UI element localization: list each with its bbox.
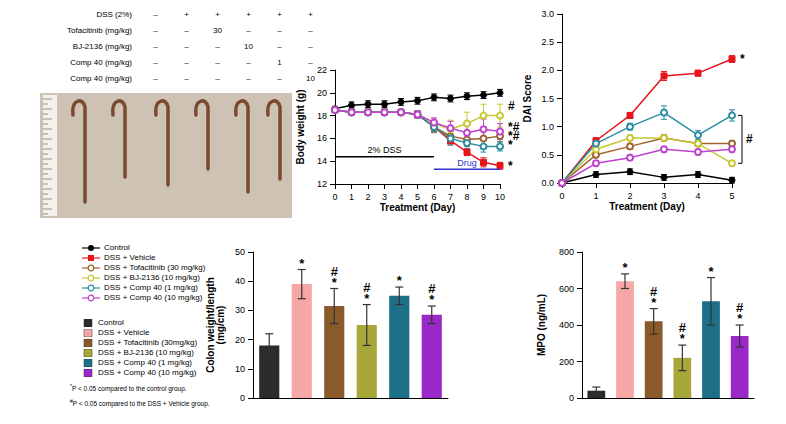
svg-text:1: 1 — [593, 191, 598, 201]
html-text:BJ-2136 (mg/kg): BJ-2136 (mg/kg) — [72, 41, 132, 51]
svg-text:4: 4 — [695, 191, 700, 201]
svg-text:0: 0 — [559, 191, 564, 201]
html-text:DSS + Vehicle: DSS + Vehicle — [104, 253, 156, 262]
svg-text:30: 30 — [235, 305, 245, 315]
svg-text:#: # — [508, 99, 515, 113]
svg-text:1.0: 1.0 — [541, 122, 554, 132]
html-text:1: 1 — [277, 57, 282, 67]
svg-text:9: 9 — [481, 192, 486, 202]
html-text:DSS + Comp 40 (10 mg/kg): DSS + Comp 40 (10 mg/kg) — [98, 368, 197, 377]
html-text:Comp 40 (mg/kg): Comp 40 (mg/kg) — [70, 57, 132, 67]
html-text:#P < 0.05 compared to the DSS: #P < 0.05 compared to the DSS + Vehicle … — [70, 398, 210, 408]
svg-text:0.0: 0.0 — [541, 178, 554, 188]
html-text:DSS + Comp 40 (1 mg/kg): DSS + Comp 40 (1 mg/kg) — [98, 358, 192, 367]
svg-text:6: 6 — [431, 192, 436, 202]
html-text:DSS + Tofacitinib (30 mg/kg): DSS + Tofacitinib (30 mg/kg) — [104, 263, 206, 272]
svg-text:10: 10 — [495, 192, 505, 202]
svg-text:(mg/cm): (mg/cm) — [215, 306, 226, 345]
svg-text:0: 0 — [569, 393, 574, 403]
svg-text:2.5: 2.5 — [541, 37, 554, 47]
svg-text:2: 2 — [627, 191, 632, 201]
svg-text:3: 3 — [382, 192, 387, 202]
svg-text:Body weight (g): Body weight (g) — [295, 90, 306, 165]
html-text:DSS (2%): DSS (2%) — [96, 9, 132, 19]
svg-text:20: 20 — [235, 335, 245, 345]
svg-text:*: * — [737, 311, 743, 326]
svg-text:*: * — [680, 331, 686, 346]
svg-text:*: * — [364, 291, 370, 306]
svg-text:600: 600 — [559, 284, 574, 294]
svg-text:*: * — [332, 275, 338, 290]
svg-text:*: * — [299, 256, 305, 271]
html-text:DSS + Vehicle: DSS + Vehicle — [98, 328, 150, 337]
html-text:30: 30 — [213, 25, 222, 35]
svg-text:Treatment (Day): Treatment (Day) — [609, 201, 685, 212]
html-text:Comp 40 (mg/kg): Comp 40 (mg/kg) — [70, 73, 132, 83]
svg-text:#: # — [746, 132, 753, 146]
svg-text:DAI Score: DAI Score — [522, 74, 533, 122]
svg-text:16: 16 — [317, 133, 327, 143]
svg-text:8: 8 — [464, 192, 469, 202]
svg-text:*: * — [740, 52, 745, 66]
svg-text:*: * — [508, 138, 513, 152]
svg-text:2.0: 2.0 — [541, 65, 554, 75]
svg-text:18: 18 — [317, 111, 327, 121]
svg-text:7: 7 — [448, 192, 453, 202]
svg-text:20: 20 — [317, 88, 327, 98]
svg-text:MPO (ng/mL): MPO (ng/mL) — [536, 294, 547, 356]
svg-text:0: 0 — [240, 393, 245, 403]
svg-text:*: * — [708, 264, 714, 279]
svg-text:200: 200 — [559, 357, 574, 367]
svg-text:12: 12 — [317, 179, 327, 189]
svg-text:5: 5 — [729, 191, 734, 201]
svg-text:1.5: 1.5 — [541, 94, 554, 104]
html-text:Control: Control — [98, 318, 124, 327]
svg-text:Colon weight/length: Colon weight/length — [204, 277, 216, 373]
svg-text:22: 22 — [317, 65, 327, 75]
svg-text:3.0: 3.0 — [541, 9, 554, 19]
svg-text:40: 40 — [235, 276, 245, 286]
html-text:10: 10 — [306, 73, 315, 83]
html-text:Control: Control — [104, 243, 130, 252]
html-text:DSS + Comp 40 (1 mg/kg): DSS + Comp 40 (1 mg/kg) — [104, 283, 198, 292]
html-text:*P < 0.05 compared to the cont: *P < 0.05 compared to the control group. — [70, 383, 187, 393]
svg-text:50: 50 — [235, 247, 245, 257]
html-text:10: 10 — [244, 41, 253, 51]
html-text:DSS + Tofacitinib (30mg/kg): DSS + Tofacitinib (30mg/kg) — [98, 338, 198, 347]
svg-text:400: 400 — [559, 320, 574, 330]
svg-text:5: 5 — [415, 192, 420, 202]
svg-text:4: 4 — [398, 192, 403, 202]
svg-text:800: 800 — [559, 247, 574, 257]
svg-text:*: * — [508, 159, 513, 173]
html-text:DSS + BJ-2136 (10 mg/kg): DSS + BJ-2136 (10 mg/kg) — [104, 273, 200, 282]
svg-text:*: * — [622, 260, 628, 275]
svg-text:*: * — [651, 295, 657, 310]
svg-text:1: 1 — [349, 192, 354, 202]
svg-text:*: * — [429, 292, 435, 307]
svg-text:14: 14 — [317, 156, 327, 166]
svg-text:*: * — [397, 273, 403, 288]
svg-text:2% DSS: 2% DSS — [367, 145, 401, 155]
svg-text:2: 2 — [365, 192, 370, 202]
svg-text:0.5: 0.5 — [541, 150, 554, 160]
html-text:DSS + BJ-2136 (10 mg/kg): DSS + BJ-2136 (10 mg/kg) — [98, 348, 194, 357]
html-text:Tofacitinib (mg/kg): Tofacitinib (mg/kg) — [67, 25, 132, 35]
svg-text:Treatment (Day): Treatment (Day) — [380, 202, 456, 213]
svg-text:0: 0 — [332, 192, 337, 202]
html-text:DSS + Comp 40 (10 mg/kg): DSS + Comp 40 (10 mg/kg) — [104, 293, 203, 302]
svg-text:10: 10 — [235, 364, 245, 374]
svg-text:Drug: Drug — [457, 158, 477, 168]
svg-text:3: 3 — [661, 191, 666, 201]
